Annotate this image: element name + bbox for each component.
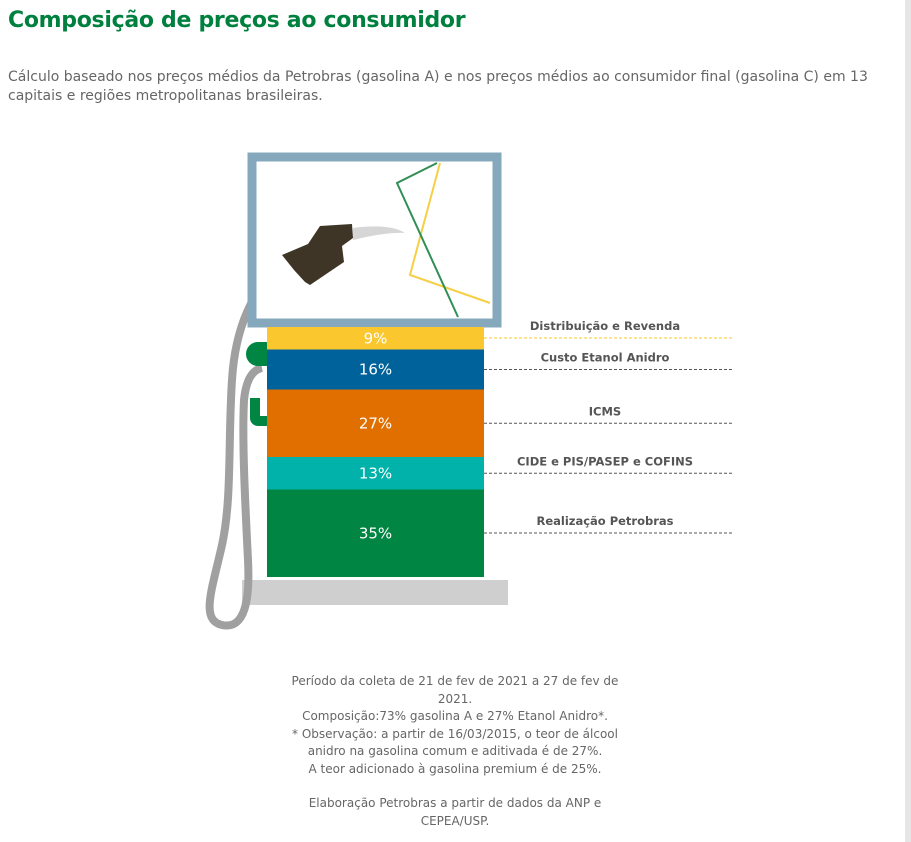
scrollbar[interactable] (905, 0, 911, 842)
nozzle-icon (282, 224, 353, 285)
segment-category-label: Realização Petrobras (536, 514, 673, 528)
bar-segment (267, 349, 484, 390)
bar-segment (267, 457, 484, 490)
hook-icon (250, 398, 267, 426)
page-title: Composição de preços ao consumidor (8, 8, 466, 33)
footnote-period: Período da coleta de 21 de fev de 2021 a… (291, 674, 619, 706)
segment-value-label: 16% (359, 361, 392, 379)
pump-screen (247, 152, 502, 328)
pump-base (242, 580, 508, 605)
footnote-source: Elaboração Petrobras a partir de dados d… (308, 796, 602, 828)
footnote-composition: Composição:73% gasolina A e 27% Etanol A… (302, 709, 608, 723)
bar-segment (267, 489, 484, 577)
segment-value-label: 27% (359, 414, 392, 432)
hose-tip (353, 226, 405, 240)
footnote: Período da coleta de 21 de fev de 2021 a… (285, 673, 625, 830)
fuel-pump-illustration (205, 152, 508, 630)
bar-segment (267, 327, 484, 350)
hose (205, 247, 295, 630)
bar-segment (267, 389, 484, 457)
decor-green-line (395, 162, 459, 318)
segment-value-label: 9% (364, 329, 388, 347)
segment-value-label: 35% (359, 524, 392, 542)
footnote-premium: A teor adicionado à gasolina premium é d… (308, 761, 602, 776)
decor-yellow-line (408, 162, 491, 304)
segment-category-label: Custo Etanol Anidro (541, 351, 670, 365)
segment-category-label: Distribuição e Revenda (530, 319, 680, 333)
segment-value-label: 13% (359, 464, 392, 482)
footnote-observation: * Observação: a partir de 16/03/2015, o … (292, 726, 618, 759)
segment-category-label: ICMS (589, 404, 621, 418)
segment-category-label: CIDE e PIS/PASEP e COFINS (517, 454, 693, 468)
intro-text: Cálculo baseado nos preços médios da Pet… (8, 69, 868, 104)
nozzle-holder-icon (246, 342, 267, 366)
